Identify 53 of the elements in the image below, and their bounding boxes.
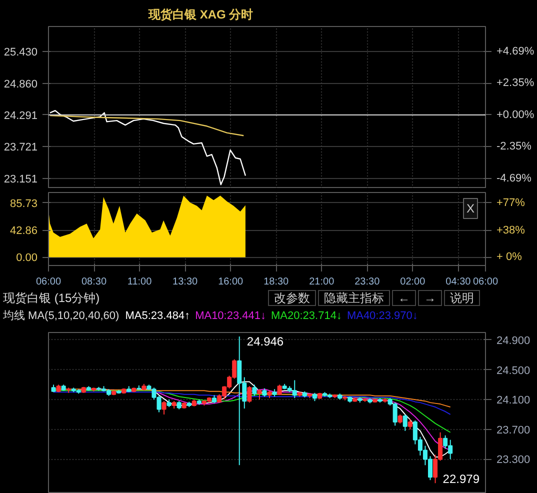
candlestick bbox=[402, 414, 408, 432]
candlestick bbox=[408, 418, 412, 430]
candlestick bbox=[247, 386, 252, 404]
y2-tick-label: +4.69% bbox=[496, 46, 534, 58]
y-tick-label: 24.100 bbox=[496, 394, 530, 407]
y-tick-label: 23.300 bbox=[496, 454, 530, 466]
x-tick-label: 18:30 bbox=[264, 276, 290, 288]
x-tick-label: 21:00 bbox=[309, 276, 335, 288]
y-tick-label: 25.430 bbox=[4, 46, 38, 59]
y-tick-label: 24.860 bbox=[4, 78, 38, 90]
y-tick-label: 23.151 bbox=[4, 173, 38, 186]
x-tick-label: 23:30 bbox=[354, 276, 380, 288]
legend-title: 均线 MA(5,10,20,40,60) bbox=[3, 310, 120, 322]
x-tick-label: 16:00 bbox=[218, 276, 244, 288]
annotation: 22.979 bbox=[442, 472, 480, 486]
text: MA40:23.970↓ bbox=[346, 310, 418, 322]
annotation: X bbox=[466, 202, 475, 216]
text: MA5:23.484↑ bbox=[125, 310, 190, 322]
y2-tick-label: + 0% bbox=[496, 251, 522, 264]
y-tick-label: 24.500 bbox=[496, 364, 530, 377]
candlestick bbox=[257, 388, 262, 400]
y-tick-label: 23.721 bbox=[4, 142, 38, 154]
text: ← bbox=[392, 290, 416, 306]
y-tick-label: 24.291 bbox=[4, 110, 38, 122]
x-tick-label: 04:30 bbox=[446, 276, 472, 288]
y-tick-label: 85.73 bbox=[10, 198, 38, 210]
y2-tick-label: -2.35% bbox=[496, 140, 532, 153]
y2-tick-label: +2.35% bbox=[496, 77, 534, 90]
x-tick-label: 06:00 bbox=[36, 276, 62, 288]
x-tick-label: 08:30 bbox=[82, 276, 107, 288]
x-tick-label: 06:00 bbox=[472, 276, 498, 288]
text: MA20:23.714↓ bbox=[271, 310, 342, 322]
y2-tick-label: +38% bbox=[496, 224, 526, 236]
x-tick-label: 11:00 bbox=[127, 276, 152, 288]
y-tick-label: 23.700 bbox=[496, 424, 530, 436]
chart-title: 现货白银 XAG 分时 bbox=[148, 8, 254, 22]
annotation: 24.946 bbox=[246, 334, 284, 349]
y2-tick-label: +0.00% bbox=[496, 108, 534, 121]
y-tick-label: 24.900 bbox=[496, 334, 530, 347]
candlestick bbox=[162, 400, 166, 415]
candlestick bbox=[252, 384, 257, 396]
text: 改参数 bbox=[268, 290, 316, 306]
text: MA10:23.441↓ bbox=[195, 310, 266, 322]
text: → bbox=[418, 290, 442, 306]
x-tick-label: 02:00 bbox=[400, 276, 426, 288]
x-tick-label: 13:30 bbox=[172, 276, 198, 288]
y2-tick-label: -4.69% bbox=[496, 172, 532, 184]
text: 隐藏主指标 bbox=[318, 290, 390, 306]
y-tick-label: 42.86 bbox=[10, 225, 38, 238]
y-tick-label: 0.00 bbox=[16, 252, 38, 264]
text: 说明 bbox=[444, 290, 480, 306]
y2-tick-label: +77% bbox=[496, 196, 526, 209]
chart-title: 现货白银 (15分钟) bbox=[2, 290, 100, 307]
